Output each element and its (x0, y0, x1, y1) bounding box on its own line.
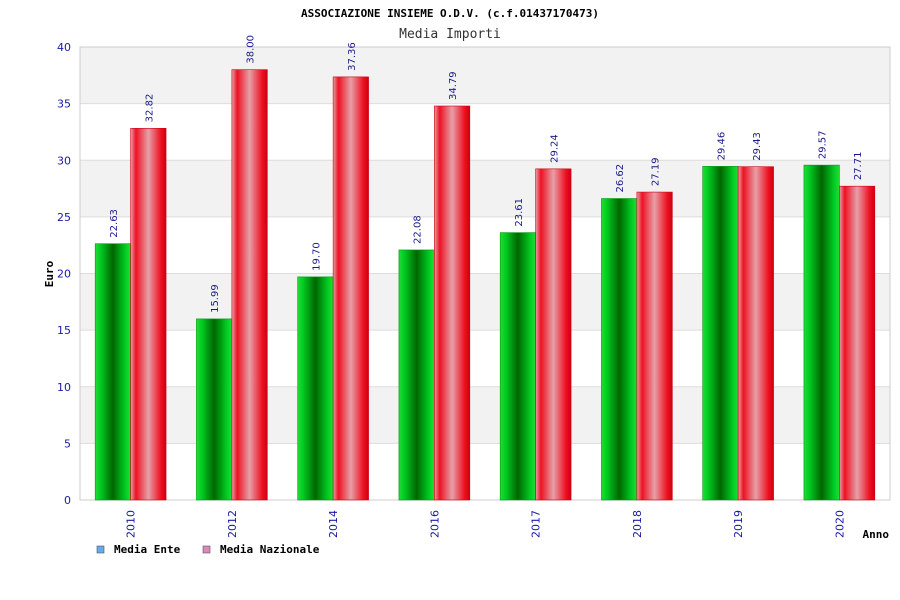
bar-media-nazionale (332, 76, 369, 501)
data-label: 29.43 (752, 132, 763, 161)
data-label: 32.82 (144, 94, 155, 123)
x-tick-label: 2012 (226, 510, 239, 538)
data-label: 38.00 (246, 35, 257, 64)
x-axis-label: Anno (863, 528, 890, 541)
grid-band (80, 47, 890, 104)
x-tick-label: 2010 (125, 510, 138, 538)
bar-media-ente (803, 164, 840, 501)
x-tick-label: 2014 (327, 510, 340, 538)
bar-media-nazionale (130, 128, 167, 501)
data-label: 19.70 (311, 242, 322, 271)
y-tick-label: 10 (57, 381, 71, 394)
legend-swatch-media-ente (96, 545, 105, 554)
bar-media-nazionale (535, 168, 572, 501)
y-tick-label: 30 (57, 154, 71, 167)
y-axis-ticks: 0 5 10 15 20 25 30 35 40 (57, 41, 71, 507)
y-tick-label: 40 (57, 41, 71, 54)
bar-media-ente (702, 166, 739, 501)
legend-label-media-ente: Media Ente (114, 543, 181, 556)
y-tick-label: 0 (64, 494, 71, 507)
data-label: 29.24 (549, 134, 560, 163)
x-tick-label: 2019 (732, 510, 745, 538)
data-label: 29.57 (818, 130, 829, 159)
data-label: 27.19 (651, 157, 662, 186)
x-axis-ticks: 2010 2012 2014 2016 2017 2018 2019 2020 (125, 510, 847, 538)
data-label: 22.63 (109, 209, 120, 238)
data-label: 23.61 (514, 198, 525, 227)
y-tick-label: 5 (64, 437, 71, 450)
bar-media-nazionale (434, 105, 471, 501)
legend: Media Ente Media Nazionale (96, 543, 320, 556)
data-label: 34.79 (448, 71, 459, 100)
bar-media-nazionale (839, 185, 876, 501)
y-tick-label: 35 (57, 98, 71, 111)
x-tick-label: 2018 (631, 510, 644, 538)
x-tick-label: 2017 (530, 510, 543, 538)
bar-media-ente (601, 198, 638, 501)
bar-media-ente (398, 249, 435, 501)
y-tick-label: 15 (57, 324, 71, 337)
y-tick-label: 25 (57, 211, 71, 224)
data-label: 15.99 (210, 284, 221, 313)
bar-media-nazionale (737, 166, 774, 501)
chart-subtitle: Media Importi (399, 27, 501, 42)
bars (94, 69, 876, 501)
data-label: 29.46 (716, 132, 727, 161)
data-label: 27.71 (853, 152, 864, 181)
bar-media-nazionale (231, 69, 268, 501)
data-label: 22.08 (413, 215, 424, 244)
chart-title: ASSOCIAZIONE INSIEME O.D.V. (c.f.0143717… (301, 7, 599, 20)
x-tick-label: 2020 (833, 510, 846, 538)
x-tick-label: 2016 (428, 510, 441, 538)
legend-label-media-nazionale: Media Nazionale (220, 543, 320, 556)
data-label: 26.62 (615, 164, 626, 193)
data-labels: 22.63 32.82 15.99 38.00 19.70 37.36 22.08 34.79… (109, 35, 864, 313)
bar-media-ente (196, 318, 233, 501)
bar-media-ente (297, 276, 334, 501)
y-tick-label: 20 (57, 268, 71, 281)
y-axis-label: Euro (43, 260, 56, 287)
bar-media-ente (499, 232, 536, 501)
bar-media-nazionale (636, 191, 673, 501)
bar-media-ente (94, 243, 131, 501)
plot-border (79, 46, 891, 501)
legend-swatch-media-nazionale (202, 545, 211, 554)
data-label: 37.36 (347, 42, 358, 71)
